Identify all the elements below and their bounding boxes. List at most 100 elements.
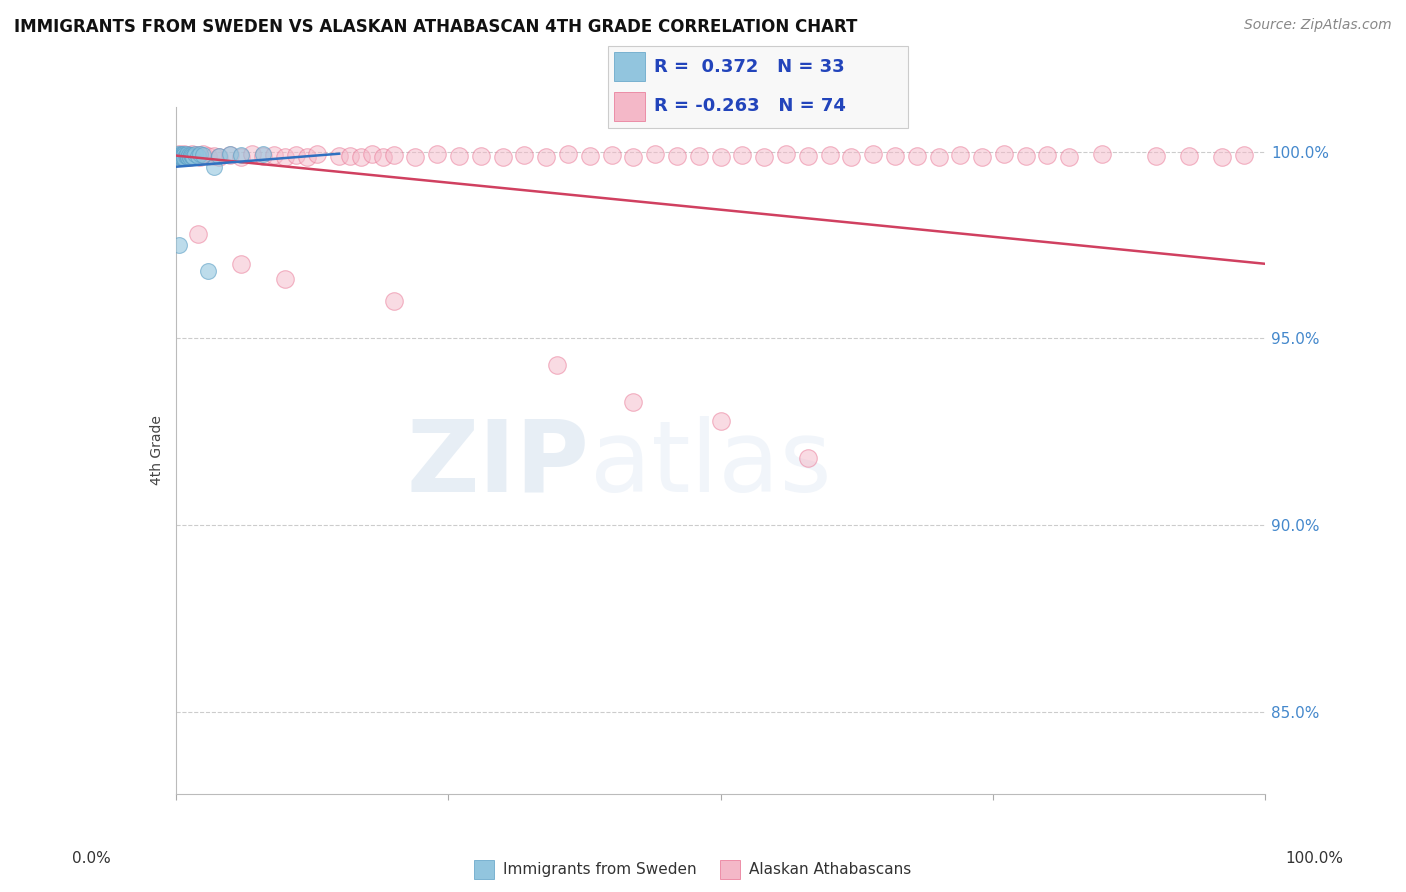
Point — [179, 150, 201, 164]
Point — [447, 149, 470, 163]
Point — [534, 150, 557, 164]
Text: atlas: atlas — [591, 416, 831, 513]
Point — [186, 149, 209, 163]
Text: ZIP: ZIP — [406, 416, 591, 513]
Bar — [614, 92, 645, 120]
Point — [579, 149, 602, 163]
Point — [167, 238, 190, 252]
Point — [176, 150, 198, 164]
Point — [208, 148, 231, 162]
Text: Immigrants from Sweden: Immigrants from Sweden — [503, 863, 697, 877]
Point — [231, 257, 253, 271]
Point — [170, 147, 193, 161]
Point — [231, 150, 253, 164]
Point — [184, 147, 207, 161]
Point — [167, 150, 190, 164]
Point — [188, 147, 211, 161]
Point — [186, 148, 209, 162]
Point — [172, 148, 194, 162]
Text: Alaskan Athabascans: Alaskan Athabascans — [749, 863, 911, 877]
Point — [177, 148, 200, 162]
Point — [796, 149, 818, 163]
Point — [183, 149, 205, 163]
Point — [666, 149, 689, 163]
Point — [1144, 149, 1167, 163]
Point — [1091, 147, 1114, 161]
Point — [775, 147, 797, 161]
Point — [688, 148, 710, 162]
Point — [169, 149, 191, 163]
Point — [197, 149, 219, 163]
Point — [167, 146, 190, 161]
Point — [928, 150, 950, 164]
Point — [307, 147, 329, 161]
Point — [754, 150, 776, 164]
Text: R = -0.263   N = 74: R = -0.263 N = 74 — [654, 97, 846, 115]
Y-axis label: 4th Grade: 4th Grade — [150, 416, 165, 485]
Point — [371, 150, 394, 164]
Point — [470, 148, 492, 162]
Point — [284, 148, 307, 162]
Point — [993, 147, 1015, 161]
Point — [339, 148, 361, 162]
Point — [172, 149, 194, 163]
Point — [174, 148, 197, 162]
Point — [172, 147, 194, 161]
Point — [796, 450, 818, 465]
Point — [172, 149, 194, 163]
Point — [492, 150, 515, 164]
Bar — [614, 53, 645, 81]
Text: 100.0%: 100.0% — [1285, 851, 1344, 865]
Point — [181, 149, 204, 163]
Point — [181, 147, 204, 161]
Point — [621, 395, 644, 409]
Point — [170, 150, 193, 164]
Point — [295, 150, 318, 164]
Point — [252, 147, 274, 161]
Point — [240, 147, 263, 161]
Point — [731, 148, 754, 162]
Bar — [720, 860, 740, 880]
Point — [191, 148, 214, 162]
Text: IMMIGRANTS FROM SWEDEN VS ALASKAN ATHABASCAN 4TH GRADE CORRELATION CHART: IMMIGRANTS FROM SWEDEN VS ALASKAN ATHABA… — [14, 18, 858, 36]
Point — [202, 148, 225, 162]
Point — [818, 148, 841, 162]
Text: R =  0.372   N = 33: R = 0.372 N = 33 — [654, 58, 845, 76]
Point — [173, 148, 195, 162]
Point — [405, 150, 427, 164]
Point — [186, 227, 209, 241]
Point — [970, 150, 993, 164]
Point — [382, 294, 405, 309]
Point — [170, 148, 193, 162]
Text: 0.0%: 0.0% — [72, 851, 111, 865]
Point — [513, 148, 536, 162]
Point — [710, 414, 733, 428]
Point — [219, 148, 242, 162]
Point — [169, 148, 191, 162]
Point — [274, 271, 297, 285]
Point — [167, 148, 190, 162]
Point — [219, 146, 242, 161]
Point — [180, 148, 202, 162]
Text: Source: ZipAtlas.com: Source: ZipAtlas.com — [1244, 18, 1392, 32]
Point — [177, 148, 200, 162]
Point — [360, 147, 382, 161]
Point — [274, 150, 297, 164]
Point — [949, 148, 972, 162]
Point — [188, 150, 211, 164]
Point — [884, 149, 907, 163]
Point — [557, 147, 579, 161]
Point — [1036, 148, 1059, 162]
Point — [231, 148, 253, 162]
Point — [1015, 149, 1038, 163]
Point — [252, 149, 274, 163]
Point — [176, 149, 198, 163]
Point — [1178, 148, 1201, 162]
Point — [197, 264, 219, 278]
Bar — [474, 860, 494, 880]
Point — [841, 150, 863, 164]
Point — [176, 147, 198, 161]
Point — [173, 147, 195, 161]
Point — [263, 148, 285, 162]
Point — [621, 150, 644, 164]
